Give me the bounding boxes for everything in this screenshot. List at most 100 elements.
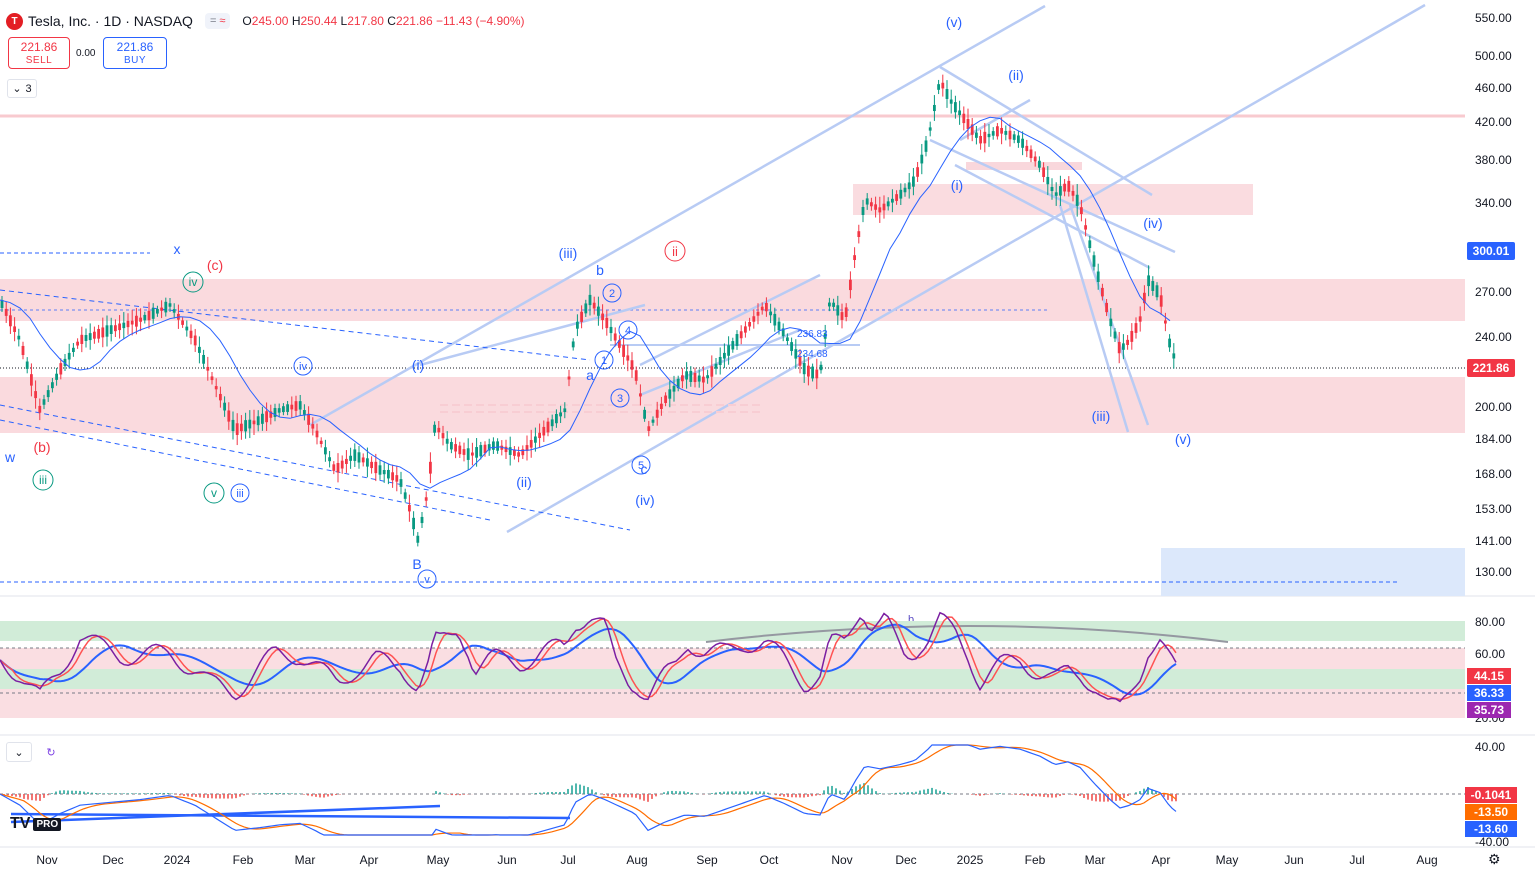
sell-button[interactable]: 221.86 SELL xyxy=(8,37,70,69)
candle-body xyxy=(769,311,772,316)
macd-pane xyxy=(0,744,1465,836)
macd-histogram-bar xyxy=(31,794,33,801)
rsi-badge xyxy=(1467,668,1511,684)
macd-histogram-bar xyxy=(735,791,737,794)
macd-histogram-bar xyxy=(847,791,849,794)
macd-histogram-bar xyxy=(755,791,757,794)
macd-histogram-bar xyxy=(667,791,669,794)
macd-histogram-bar xyxy=(683,791,685,794)
wave-circle xyxy=(293,356,313,376)
wave-label: c xyxy=(641,461,648,477)
candle-body xyxy=(781,328,785,337)
candle-body xyxy=(223,402,226,411)
macd-histogram-bar xyxy=(675,791,677,794)
candle-body xyxy=(962,113,966,124)
macd-histogram-bar xyxy=(151,793,153,794)
indicator-toggle[interactable]: = ≈ xyxy=(204,13,231,29)
candle-body xyxy=(424,497,428,501)
macd-histogram-bar xyxy=(759,791,761,794)
candle-body xyxy=(366,458,369,467)
macd-histogram-bar xyxy=(635,794,637,798)
candle-body xyxy=(282,406,285,413)
macd-histogram-bar xyxy=(463,794,465,795)
candle-body xyxy=(273,408,277,417)
macd-histogram-bar xyxy=(971,794,973,795)
macd-histogram-bar xyxy=(923,789,925,794)
macd-histogram-bar xyxy=(231,794,233,799)
macd-histogram-bar xyxy=(911,792,913,794)
candle-body xyxy=(202,354,205,364)
candle-body xyxy=(1004,130,1008,135)
candle-body xyxy=(928,127,932,131)
macd-histogram-bar xyxy=(247,794,249,795)
candle-body xyxy=(886,201,890,207)
rsi-badge-label: 35.73 xyxy=(1474,703,1504,717)
candle-body xyxy=(156,309,159,314)
macd-collapse-button[interactable]: ⌄ xyxy=(6,742,32,762)
candle-body xyxy=(920,154,924,164)
macd-histogram-bar xyxy=(647,794,649,802)
macd-histogram-bar xyxy=(27,794,29,800)
candle-body xyxy=(542,426,546,436)
candle-body xyxy=(676,378,680,389)
macd-histogram-bar xyxy=(335,794,337,796)
candle-body xyxy=(496,441,499,451)
candle-body xyxy=(1130,330,1134,342)
macd-histogram-bar xyxy=(3,794,5,795)
candle-body xyxy=(979,136,982,144)
candle-body xyxy=(1138,316,1142,322)
gear-icon[interactable]: ⚙ xyxy=(1488,851,1501,867)
macd-histogram-bar xyxy=(19,794,21,798)
time-axis-label: Jun xyxy=(1284,853,1303,867)
macd-histogram-bar xyxy=(1135,792,1137,794)
candle-body xyxy=(168,303,172,307)
wave-label: (v) xyxy=(946,14,962,30)
macd-histogram-bar xyxy=(899,792,901,794)
macd-histogram-bar xyxy=(443,793,445,794)
collapse-indicators-button[interactable]: ⌄ 3 xyxy=(7,79,37,98)
wave-label: w xyxy=(4,449,16,465)
candle-body xyxy=(954,102,957,113)
macd-signal-line xyxy=(0,744,1177,836)
candle-body xyxy=(1075,194,1079,206)
candle-body xyxy=(1025,145,1029,152)
candle-body xyxy=(744,326,747,333)
candle-body xyxy=(34,391,37,399)
candle-body xyxy=(601,313,604,321)
candle-body xyxy=(613,333,617,341)
time-axis-label: Apr xyxy=(360,853,379,867)
sync-button[interactable]: ↻ xyxy=(40,742,62,762)
candle-body xyxy=(752,316,756,322)
buy-button[interactable]: 221.86 BUY xyxy=(103,37,167,69)
candle-body xyxy=(399,479,403,487)
macd-histogram-bar xyxy=(11,794,13,797)
candle-body xyxy=(895,194,898,201)
tradingview-logo[interactable]: TV PRO xyxy=(10,815,62,833)
macd-histogram-bar xyxy=(291,793,293,794)
candle-body xyxy=(664,395,667,403)
macd-histogram-bar xyxy=(1175,794,1177,802)
time-axis-label: Dec xyxy=(895,853,916,867)
candle-body xyxy=(88,333,92,341)
candle-body xyxy=(933,104,936,112)
candle-body xyxy=(114,325,117,332)
symbol-title[interactable]: Tesla, Inc. · 1D · NASDAQ xyxy=(28,13,193,29)
wave-circle xyxy=(602,283,622,303)
candle-body xyxy=(387,469,390,479)
candle-body xyxy=(462,449,466,455)
channel-line xyxy=(309,4,1046,427)
candle-body xyxy=(504,446,508,453)
open-value: 245.00 xyxy=(251,14,289,28)
macd-histogram-bar xyxy=(235,794,237,799)
candle-body xyxy=(857,231,861,237)
macd-histogram-bar xyxy=(55,791,57,794)
macd-histogram-bar xyxy=(71,790,73,794)
target-box xyxy=(1161,548,1465,596)
macd-histogram-bar xyxy=(827,786,829,794)
sell-price: 221.86 xyxy=(20,40,58,54)
macd-histogram-bar xyxy=(187,794,189,797)
symbol-header: T Tesla, Inc. · 1D · NASDAQ = ≈ O245.00 … xyxy=(6,11,525,31)
candle-body xyxy=(807,365,810,377)
macd-trend-line xyxy=(10,804,441,824)
